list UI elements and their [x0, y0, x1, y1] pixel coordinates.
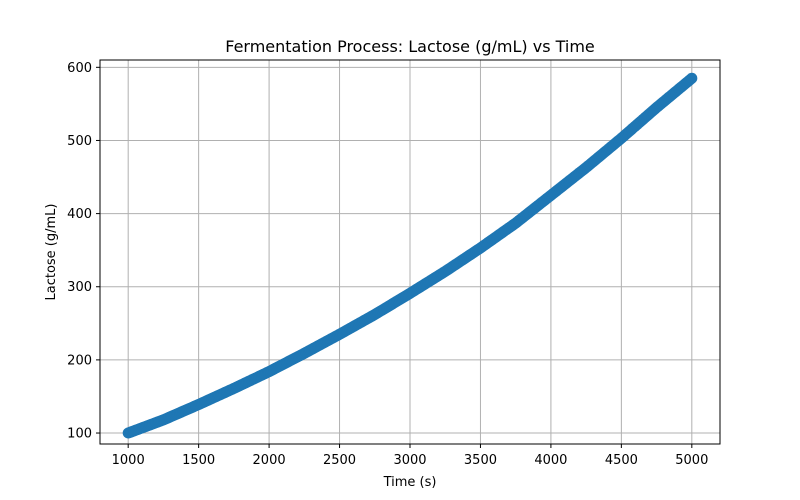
y-tick-label: 300	[67, 280, 92, 295]
x-tick-label: 5000	[675, 453, 708, 468]
x-tick-label: 4500	[605, 453, 638, 468]
x-tick-label: 3500	[464, 453, 497, 468]
x-tick-label: 2500	[323, 453, 356, 468]
grid	[100, 60, 720, 444]
x-axis-label: Time (s)	[383, 475, 437, 490]
data-points	[122, 72, 698, 439]
x-tick-label: 1000	[112, 453, 145, 468]
y-axis-label: Lactose (g/mL)	[44, 204, 59, 301]
y-tick-label: 500	[67, 134, 92, 149]
x-tick-label: 3000	[393, 453, 426, 468]
y-tick-label: 100	[67, 427, 92, 442]
y-axis: 100 200 300 400 500 600	[67, 61, 100, 442]
x-axis: 1000 1500 2000 2500 3000 3500 4000 4500 5000	[112, 444, 708, 468]
y-tick-label: 400	[67, 207, 92, 222]
x-tick-label: 1500	[182, 453, 215, 468]
chart-title: Fermentation Process: Lactose (g/mL) vs …	[225, 37, 595, 56]
y-tick-label: 200	[67, 353, 92, 368]
y-tick-label: 600	[67, 61, 92, 76]
x-tick-label: 4000	[534, 453, 567, 468]
x-tick-label: 2000	[253, 453, 286, 468]
data-point	[686, 72, 698, 84]
